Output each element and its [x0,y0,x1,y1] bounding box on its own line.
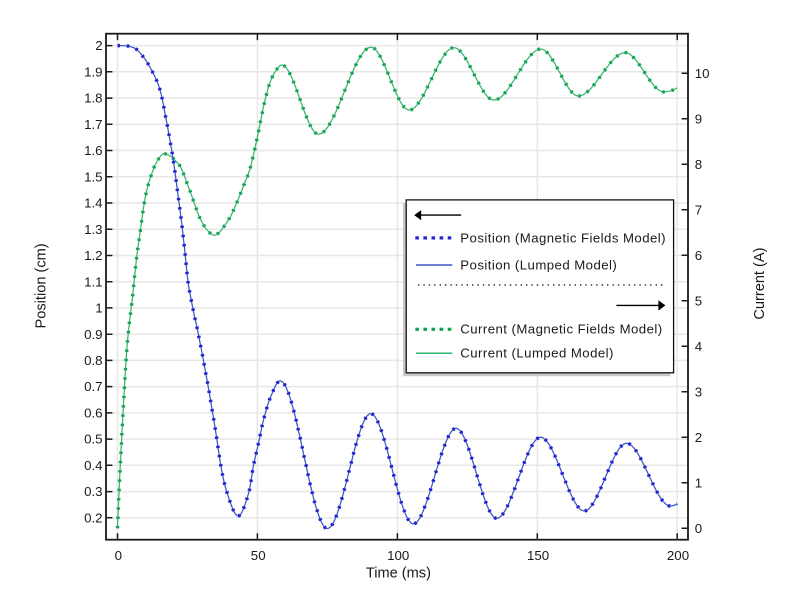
svg-text:100: 100 [387,548,409,563]
svg-text:Current (Magnetic Fields Model: Current (Magnetic Fields Model) [460,322,662,337]
svg-text:Position (Magnetic Fields Mode: Position (Magnetic Fields Model) [460,230,666,245]
svg-text:1.4: 1.4 [84,196,103,211]
svg-text:3: 3 [695,384,702,399]
svg-text:0.8: 0.8 [84,353,103,368]
svg-text:0.2: 0.2 [84,510,103,525]
svg-text:9: 9 [695,111,702,126]
svg-text:1.8: 1.8 [84,91,103,106]
svg-text:2: 2 [695,430,702,445]
svg-text:7: 7 [695,202,702,217]
svg-text:2: 2 [95,38,102,53]
svg-text:1.1: 1.1 [84,274,103,289]
svg-text:1.9: 1.9 [84,64,103,79]
svg-text:200: 200 [667,548,689,563]
svg-text:0.6: 0.6 [84,406,103,421]
svg-text:1: 1 [95,301,102,316]
svg-text:50: 50 [251,548,266,563]
svg-text:0.3: 0.3 [84,484,103,499]
svg-text:0: 0 [115,548,122,563]
svg-text:1: 1 [695,475,702,490]
svg-text:1.5: 1.5 [84,169,103,184]
svg-text:0.4: 0.4 [84,458,103,473]
svg-text:0.7: 0.7 [84,379,103,394]
svg-text:Current (A): Current (A) [752,248,768,320]
svg-text:1.3: 1.3 [84,222,103,237]
svg-text:0.5: 0.5 [84,432,103,447]
svg-text:1.6: 1.6 [84,143,103,158]
svg-text:Position (cm): Position (cm) [33,243,49,328]
svg-text:Position (Lumped Model): Position (Lumped Model) [460,257,617,272]
svg-text:Time (ms): Time (ms) [366,565,431,581]
svg-text:10: 10 [695,66,710,81]
svg-text:6: 6 [695,248,702,263]
svg-text:Current (Lumped Model): Current (Lumped Model) [460,346,614,361]
svg-text:1.2: 1.2 [84,248,103,263]
svg-text:0: 0 [695,521,702,536]
svg-text:150: 150 [527,548,549,563]
svg-text:1.7: 1.7 [84,117,103,132]
svg-text:5: 5 [695,293,702,308]
svg-text:4: 4 [695,339,702,354]
svg-text:0.9: 0.9 [84,327,103,342]
svg-text:8: 8 [695,157,702,172]
